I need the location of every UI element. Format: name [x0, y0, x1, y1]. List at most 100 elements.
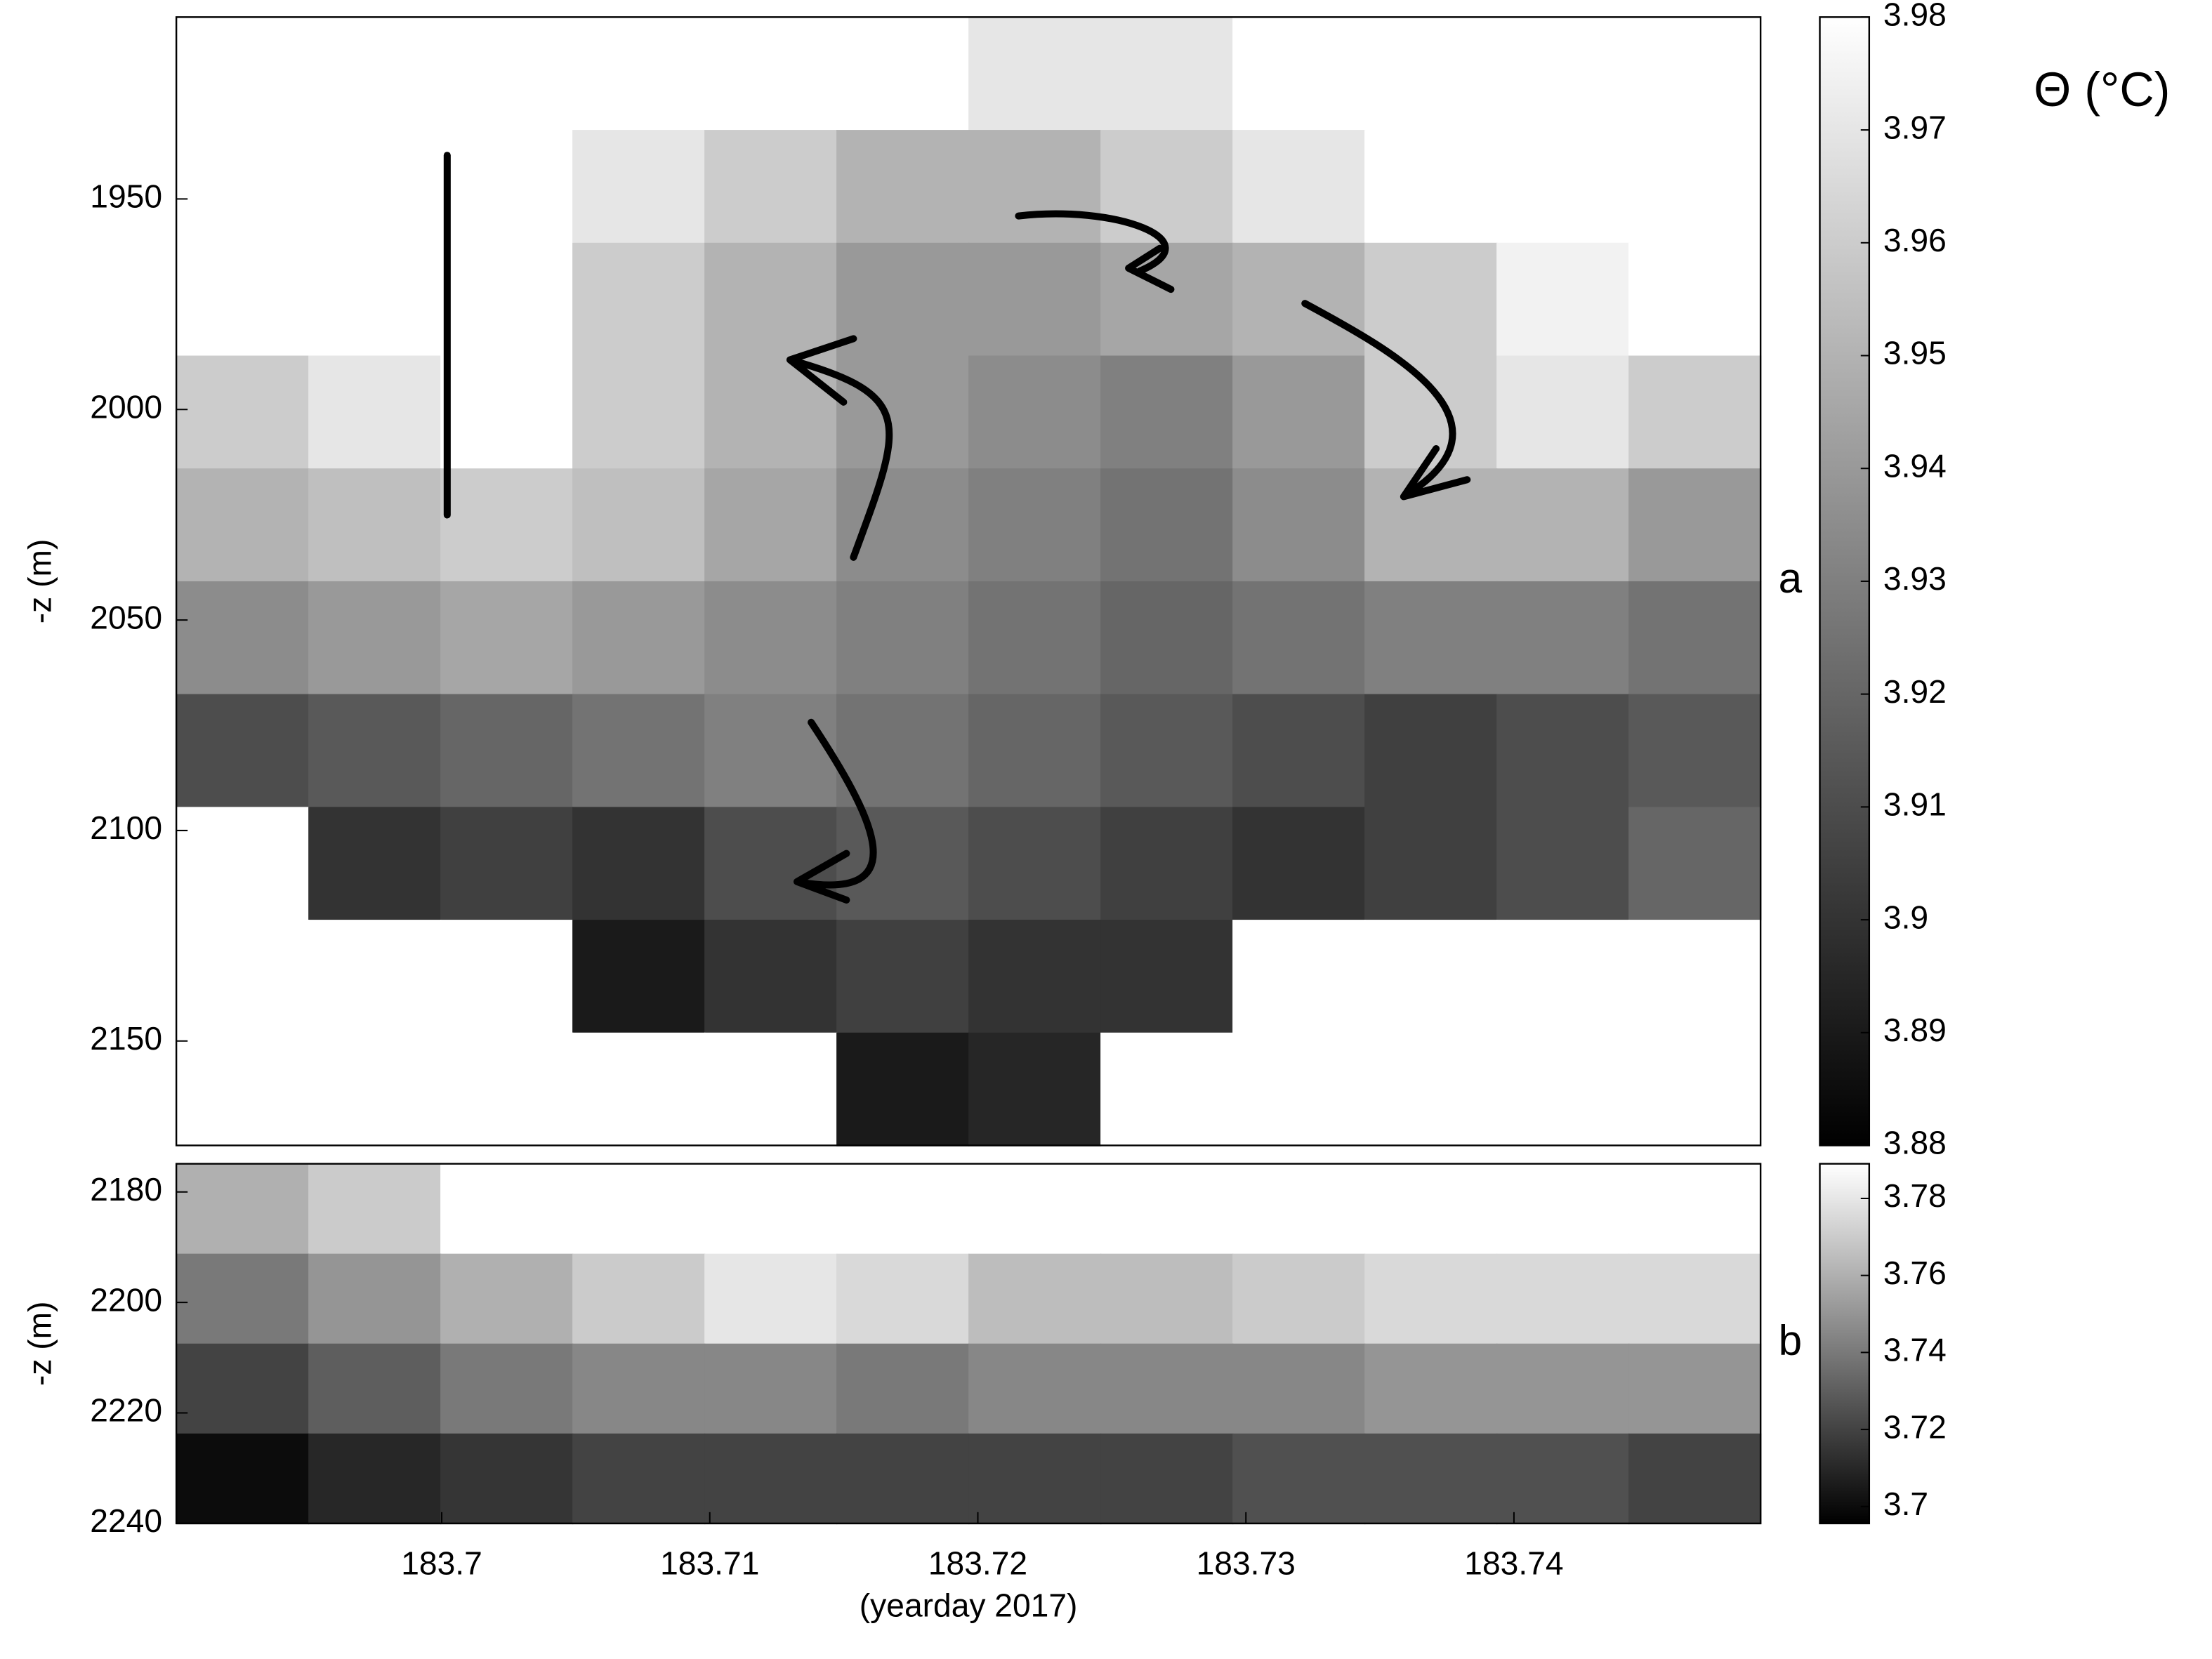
colorbar-label: Θ (°C) [2034, 63, 2170, 117]
heatmap-cell [1232, 1343, 1366, 1435]
x-tick-label: 183.72 [928, 1545, 1027, 1581]
heatmap-cell [176, 130, 310, 244]
heatmap-cell [1100, 1433, 1234, 1525]
heatmap-cell [308, 581, 442, 695]
heatmap-cell [1496, 242, 1630, 357]
heatmap-cell [176, 242, 310, 357]
heatmap-cell [308, 1433, 442, 1525]
x-tick-label: 183.7 [401, 1545, 482, 1581]
heatmap-cell [1496, 694, 1630, 808]
heatmap-cell [1100, 17, 1234, 131]
heatmap-cell [968, 1433, 1102, 1525]
heatmap-cell [176, 1163, 310, 1255]
heatmap-cell [176, 694, 310, 808]
heatmap-cell [836, 355, 970, 470]
heatmap-cell [1628, 694, 1762, 808]
heatmap-cell [836, 17, 970, 131]
heatmap-cell [704, 468, 838, 583]
heatmap-cell [1364, 1032, 1498, 1146]
colorbar-tick-label: 3.93 [1883, 560, 1947, 597]
heatmap-cell [308, 468, 442, 583]
heatmap-cell [1232, 807, 1366, 921]
heatmap-cell [1496, 1343, 1630, 1435]
heatmap-cell [1496, 130, 1630, 244]
heatmap-cell [440, 130, 574, 244]
annotation-arrow [1301, 300, 1471, 501]
heatmap-cell [176, 17, 310, 131]
heatmap-cell [1628, 17, 1762, 131]
heatmap-cell [1364, 17, 1498, 131]
heatmap-cell [572, 1032, 706, 1146]
heatmap-cell [1364, 1253, 1498, 1344]
heatmap-cell [1628, 920, 1762, 1033]
x-axis-label: (yearday 2017) [860, 1587, 1078, 1624]
heatmap-cell [440, 807, 574, 921]
heatmap-cell [1232, 130, 1366, 244]
colorbar-tick-label: 3.91 [1883, 786, 1947, 823]
plot-frame [175, 1163, 1762, 1525]
heatmap-cell [440, 242, 574, 357]
colorbar-tick-label: 3.9 [1883, 899, 1928, 935]
heatmap-cell [704, 807, 838, 921]
axes: 1950 2000 2050 2100 2150 -z (m) a 3.88 3.89 3.9 3.… [21, 0, 2170, 1624]
heatmap-cell [1628, 130, 1762, 244]
heatmap-cell [1496, 807, 1630, 921]
heatmap-cell [704, 1032, 838, 1146]
annotation-arrow [794, 718, 877, 904]
y-tick-label: 2100 [90, 809, 162, 846]
heatmap-cell [968, 1163, 1102, 1255]
heatmaps [176, 17, 1762, 1525]
heatmap-cell [836, 1032, 970, 1146]
heatmap-cell [1628, 581, 1762, 695]
colorbar-tick-label: 3.78 [1883, 1177, 1947, 1214]
heatmap-cell [1628, 1433, 1762, 1525]
heatmap-cell [1628, 242, 1762, 357]
y-tick-label: 1950 [90, 178, 162, 215]
heatmap-cell [176, 1433, 310, 1525]
heatmap-cell [572, 1253, 706, 1344]
heatmap-cell [308, 807, 442, 921]
heatmap-cell [1232, 17, 1366, 131]
heatmap-cell [1628, 1253, 1762, 1344]
heatmap-cell [572, 355, 706, 470]
heatmap-cell [1100, 920, 1234, 1033]
heatmap-cell [836, 920, 970, 1033]
heatmap-cell [968, 1343, 1102, 1435]
heatmap-cell [308, 920, 442, 1033]
heatmap-cell [572, 242, 706, 357]
colorbar-tick-label: 3.97 [1883, 109, 1947, 145]
heatmap-cell [308, 130, 442, 244]
heatmap-cell [440, 1253, 574, 1344]
x-tick-label: 183.74 [1464, 1545, 1563, 1581]
heatmap-cell [704, 242, 838, 357]
heatmap-cell [1232, 694, 1366, 808]
heatmap-cell [176, 581, 310, 695]
colorbar-tick-label: 3.92 [1883, 673, 1947, 710]
heatmap-cell [440, 355, 574, 470]
heatmap-cell [1496, 1253, 1630, 1344]
heatmap-cell [968, 130, 1102, 244]
heatmap-cell [1232, 1163, 1366, 1255]
heatmap-cell [1628, 1032, 1762, 1146]
heatmap-cell [1496, 468, 1630, 583]
y-tick-label: 2150 [90, 1020, 162, 1057]
heatmap-cell [1364, 242, 1498, 357]
heatmap-cell [1496, 1163, 1630, 1255]
y-axis-label: -z (m) [21, 1301, 58, 1386]
heatmap-cell [1100, 242, 1234, 357]
heatmap-cell [440, 1343, 574, 1435]
heatmap-cell [1496, 581, 1630, 695]
annotation-arrow [786, 335, 893, 561]
heatmap-cell [704, 1343, 838, 1435]
heatmap-cell [704, 920, 838, 1033]
heatmap-cell [572, 1163, 706, 1255]
heatmap-cell [836, 807, 970, 921]
heatmap-cell [1364, 807, 1498, 921]
colorbar-tick-label: 3.94 [1883, 447, 1947, 484]
y-tick-label: 2240 [90, 1502, 162, 1539]
heatmap-cell [440, 920, 574, 1033]
heatmap-cell [704, 130, 838, 244]
heatmap-cell [836, 468, 970, 583]
heatmap-cell [1100, 581, 1234, 695]
